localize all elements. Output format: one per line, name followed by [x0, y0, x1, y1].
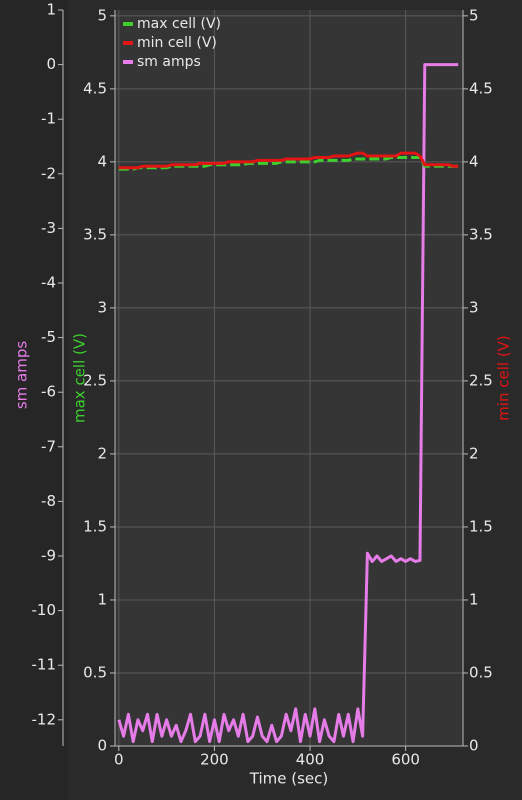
y-tick-label: 2: [97, 444, 107, 462]
y-axis-title: max cell (V): [71, 333, 89, 423]
amps-axis-strip: [0, 0, 68, 800]
y-tick-label: 0: [97, 737, 107, 755]
x-tick-label: 200: [200, 751, 229, 769]
y3-tick-label: 0: [46, 55, 56, 73]
y3-tick-label: -8: [41, 492, 56, 510]
y2-tick-label: 4: [469, 152, 479, 170]
y2-tick-label: 2.5: [469, 371, 493, 389]
y2-tick-label: 2: [469, 444, 479, 462]
y3-tick-label: -3: [41, 219, 56, 237]
y3-tick-label: -1: [41, 110, 56, 128]
x-tick-label: 0: [114, 751, 124, 769]
y3-tick-label: -2: [41, 164, 56, 182]
y3-tick-label: -11: [32, 656, 57, 674]
y-tick-label: 1: [97, 590, 107, 608]
y-tick-label: 1.5: [83, 517, 107, 535]
y-tick-label: 3.5: [83, 225, 107, 243]
y-tick-label: 2.5: [83, 371, 107, 389]
y3-tick-label: 1: [46, 1, 56, 19]
y-tick-label: 5: [97, 6, 107, 24]
x-tick-label: 600: [391, 751, 420, 769]
y3-tick-label: -7: [41, 437, 56, 455]
legend-label: max cell (V): [137, 16, 221, 32]
x-tick-label: 400: [296, 751, 325, 769]
y3-axis-title: sm amps: [13, 341, 31, 410]
legend-label: sm amps: [137, 54, 201, 70]
y2-tick-label: 5: [469, 6, 479, 24]
x-axis-title: Time (sec): [249, 770, 328, 788]
y-tick-label: 0.5: [83, 663, 107, 681]
y3-tick-label: -5: [41, 328, 56, 346]
y-tick-label: 3: [97, 298, 107, 316]
plot-area: [115, 10, 463, 746]
y2-tick-label: 0.5: [469, 663, 493, 681]
y2-tick-label: 1: [469, 590, 479, 608]
series-line: [117, 63, 459, 744]
y2-tick-label: 4.5: [469, 79, 493, 97]
y2-tick-label: 0: [469, 737, 479, 755]
y2-tick-label: 3.5: [469, 225, 493, 243]
y2-tick-label: 1.5: [469, 517, 493, 535]
y3-tick-label: -12: [32, 710, 57, 728]
y-tick-label: 4.5: [83, 79, 107, 97]
y3-tick-label: -10: [32, 601, 57, 619]
y2-tick-label: 3: [469, 298, 479, 316]
y2-axis-title: min cell (V): [495, 335, 513, 421]
y-tick-label: 4: [97, 152, 107, 170]
y3-tick-label: -9: [41, 546, 56, 564]
y3-tick-label: -6: [41, 383, 56, 401]
legend-label: min cell (V): [137, 35, 217, 51]
series-line: [118, 151, 459, 170]
y3-tick-label: -4: [41, 273, 56, 291]
